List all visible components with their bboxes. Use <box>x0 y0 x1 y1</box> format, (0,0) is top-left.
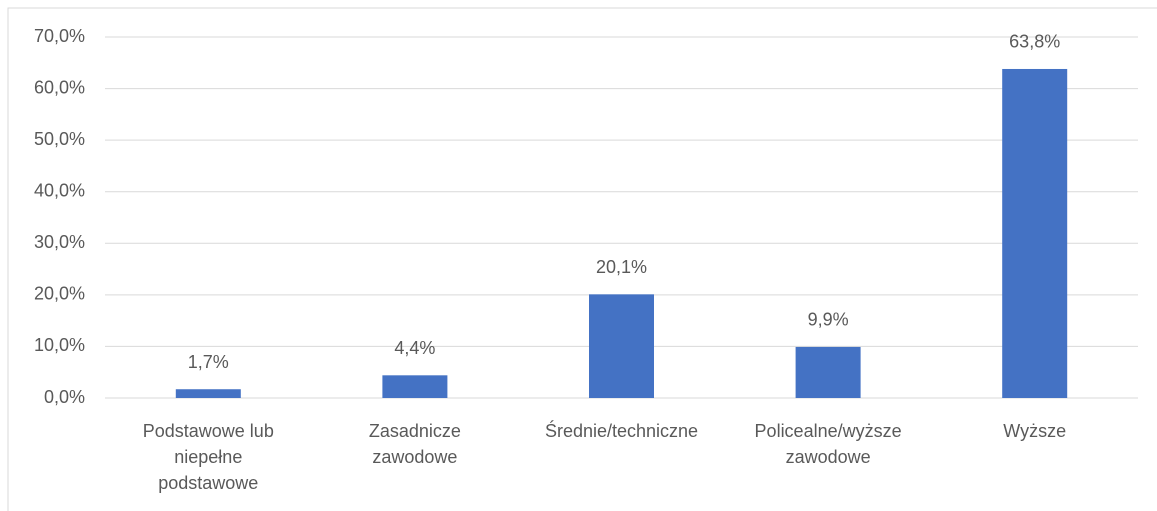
y-tick-label: 40,0% <box>34 180 85 200</box>
x-tick-label: Wyższe <box>1003 421 1067 441</box>
x-tick-label-box: Średnie/techniczne <box>519 418 725 444</box>
y-tick-label: 20,0% <box>34 284 85 304</box>
bar <box>1002 68 1068 398</box>
bar <box>175 389 241 398</box>
x-tick-label-box: Podstawowe lub niepełne podstawowe <box>105 418 311 496</box>
y-tick-label: 70,0% <box>34 26 85 46</box>
data-label: 20,1% <box>596 257 647 277</box>
bar <box>589 294 654 398</box>
y-tick-label: 50,0% <box>34 129 85 149</box>
chart-frame <box>7 7 1157 511</box>
data-label: 1,7% <box>188 352 229 372</box>
x-tick-label: Zasadnicze zawodowe <box>368 421 461 467</box>
x-tick-label: Podstawowe lub niepełne podstawowe <box>142 421 274 493</box>
y-tick-label: 10,0% <box>34 335 85 355</box>
x-tick-label: Policealne/wyższe zawodowe <box>754 421 902 467</box>
bar <box>795 346 861 398</box>
x-tick-label-box: Wyższe <box>932 418 1138 444</box>
y-tick-label: 30,0% <box>34 232 85 252</box>
y-tick-label: 0,0% <box>44 387 85 407</box>
x-tick-label: Średnie/techniczne <box>544 421 699 441</box>
x-tick-label-box: Policealne/wyższe zawodowe <box>725 418 931 470</box>
bar <box>382 375 448 398</box>
data-label: 63,8% <box>1009 32 1060 52</box>
data-label: 4,4% <box>394 338 435 358</box>
y-tick-label: 60,0% <box>34 77 85 97</box>
x-tick-label-box: Zasadnicze zawodowe <box>312 418 518 470</box>
data-label: 9,9% <box>808 310 849 330</box>
